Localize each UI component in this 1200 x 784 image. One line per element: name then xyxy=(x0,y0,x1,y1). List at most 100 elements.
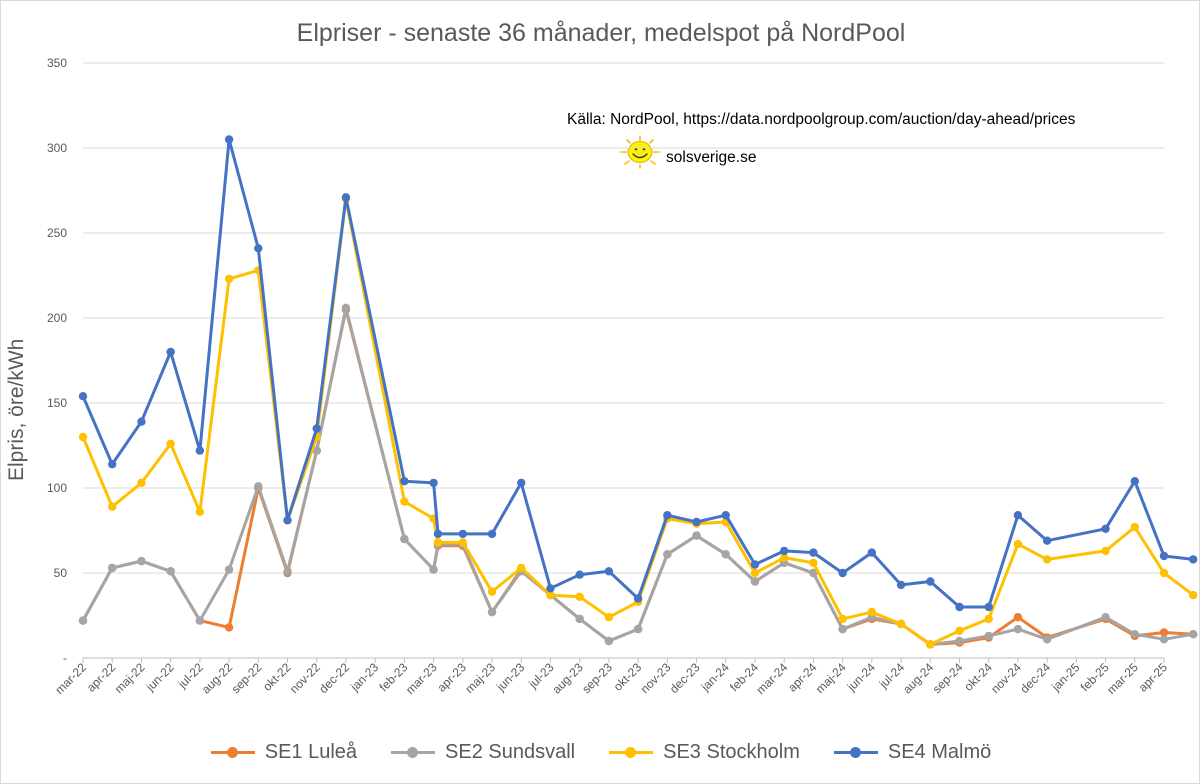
data-point-s3-16 xyxy=(546,590,555,600)
data-point-s3-35 xyxy=(1130,522,1139,532)
data-point-s4-15 xyxy=(517,478,526,488)
data-point-s4-33 xyxy=(1042,536,1052,545)
brand-logo: solsverige.se xyxy=(618,135,756,171)
data-point-s3-31 xyxy=(984,614,993,624)
data-point-s2-11 xyxy=(429,565,438,574)
data-point-s4-30 xyxy=(955,602,964,612)
data-point-s3-4 xyxy=(195,507,205,516)
data-point-s4-14 xyxy=(487,529,497,539)
data-point-s2-8 xyxy=(312,446,321,455)
data-point-s2-22 xyxy=(721,550,730,559)
x-tick-label: sep-23 xyxy=(579,660,615,696)
data-point-s2-3 xyxy=(166,567,175,576)
data-point-s3-18 xyxy=(604,613,614,622)
data-point-s3-1 xyxy=(108,502,117,511)
x-tick-label: nov-23 xyxy=(638,660,674,696)
data-point-s3-2 xyxy=(137,478,146,488)
data-point-s4-24 xyxy=(779,546,789,556)
data-point-s3-15 xyxy=(517,563,526,573)
x-tick-label: mar-22 xyxy=(52,660,89,697)
data-point-s4-1 xyxy=(108,460,117,469)
data-point-s2-30 xyxy=(955,636,964,646)
data-point-s4-8 xyxy=(312,424,321,433)
legend-item: SE2 Sundsvall xyxy=(391,741,575,764)
y-tick-label: 250 xyxy=(47,226,67,240)
data-point-s4-7 xyxy=(283,516,292,525)
series-line-2 xyxy=(81,306,1194,646)
data-point-s3-34 xyxy=(1101,546,1110,556)
data-point-s2-32 xyxy=(1013,624,1023,634)
data-point-s2-5 xyxy=(224,565,234,574)
data-point-s1-32 xyxy=(1013,613,1023,622)
data-point-s4-32 xyxy=(1013,511,1023,520)
data-point-s4-31 xyxy=(984,602,993,612)
source-note: Källa: NordPool, https://data.nordpoolgr… xyxy=(567,111,1076,128)
legend-swatch xyxy=(833,746,878,760)
x-tick-label: apr-22 xyxy=(84,660,119,695)
data-point-s4-2 xyxy=(137,417,146,426)
data-point-s4-11 xyxy=(429,478,438,488)
data-point-s4-20 xyxy=(663,511,672,520)
y-tick-label: 150 xyxy=(47,396,67,410)
data-point-s2-26 xyxy=(838,624,847,634)
data-point-s3-17 xyxy=(575,592,584,601)
x-tick-label: aug-23 xyxy=(549,660,586,697)
data-point-s3-0 xyxy=(78,432,88,442)
data-point-s3-25 xyxy=(809,558,818,567)
data-point-s4-16 xyxy=(546,584,555,593)
chart-title: Elpriser - senaste 36 månader, medelspot… xyxy=(296,19,906,47)
data-point-s2-34 xyxy=(1101,613,1110,622)
data-point-s3-30 xyxy=(955,626,964,635)
data-point-s4-37 xyxy=(1189,555,1198,564)
data-point-s3-23 xyxy=(750,568,760,578)
data-point-s2-19 xyxy=(633,624,643,634)
data-point-s4-18 xyxy=(604,567,614,576)
data-point-s2-9 xyxy=(341,303,351,312)
data-point-s4-29 xyxy=(926,577,935,586)
x-tick-label: sep-22 xyxy=(229,660,265,696)
y-tick-label: - xyxy=(63,651,67,665)
x-tick-label: jun-24 xyxy=(844,660,878,694)
x-tick-label: nov-22 xyxy=(287,660,323,696)
data-point-s4-10 xyxy=(400,477,409,486)
y-tick-label: 50 xyxy=(54,566,68,580)
x-tick-label: aug-22 xyxy=(199,660,236,697)
data-point-s3-37 xyxy=(1189,590,1198,600)
legend-label: SE2 Sundsvall xyxy=(445,741,576,763)
data-point-s4-0 xyxy=(78,392,88,401)
data-point-s2-4 xyxy=(195,616,205,625)
x-tick-label: dec-24 xyxy=(1017,660,1053,696)
data-point-s2-1 xyxy=(108,563,117,573)
data-point-s4-26 xyxy=(838,568,847,578)
data-point-s1-36 xyxy=(1159,628,1169,637)
x-tick-label: dec-23 xyxy=(667,660,703,696)
brand-label: solsverige.se xyxy=(666,149,757,166)
legend-label: SE3 Stockholm xyxy=(663,741,800,763)
data-point-s2-14 xyxy=(487,607,497,617)
legend-swatch xyxy=(210,746,255,760)
data-point-s2-21 xyxy=(692,531,701,540)
data-point-s4-19 xyxy=(633,594,643,603)
legend-item: SE1 Luleå xyxy=(210,741,357,764)
data-point-s4-21 xyxy=(692,517,701,527)
data-point-s4-9 xyxy=(341,193,351,202)
x-tick-label: maj-23 xyxy=(462,660,498,696)
data-point-s3-24 xyxy=(779,553,789,562)
data-point-s4-34 xyxy=(1101,524,1110,533)
legend-item: SE3 Stockholm xyxy=(609,741,800,764)
data-point-s2-17 xyxy=(575,614,584,624)
x-tick-label: aug-24 xyxy=(900,660,937,697)
y-tick-label: 200 xyxy=(47,311,67,325)
data-point-s4-36 xyxy=(1159,551,1169,561)
data-point-s2-6 xyxy=(254,482,263,491)
x-tick-label: mar-25 xyxy=(1104,660,1141,697)
series-line-4 xyxy=(81,138,1194,609)
data-point-s2-10 xyxy=(400,534,409,544)
legend-swatch xyxy=(609,746,654,760)
x-tick-label: maj-22 xyxy=(112,660,148,696)
data-point-s3-10 xyxy=(400,497,409,506)
data-point-s3-13 xyxy=(458,538,468,547)
data-point-s4-4 xyxy=(195,446,205,455)
data-point-s2-7 xyxy=(283,567,292,576)
data-point-s4-27 xyxy=(867,548,877,557)
